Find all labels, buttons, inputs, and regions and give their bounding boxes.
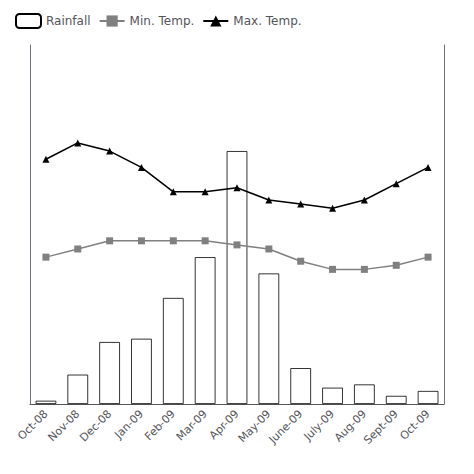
svg-text:Jan-09: Jan-09 xyxy=(111,407,146,442)
svg-text:Oct-08: Oct-08 xyxy=(15,407,50,442)
svg-text:Feb-09: Feb-09 xyxy=(142,407,178,443)
svg-text:Max. Temp.: Max. Temp. xyxy=(233,14,301,28)
svg-text:Sept-09: Sept-09 xyxy=(361,407,401,447)
svg-text:Aug-09: Aug-09 xyxy=(331,407,369,445)
svg-text:Dec-08: Dec-08 xyxy=(77,407,114,444)
svg-text:Apr-09: Apr-09 xyxy=(206,407,242,443)
svg-text:Rainfall: Rainfall xyxy=(46,14,91,28)
svg-text:Mar-09: Mar-09 xyxy=(174,407,210,443)
svg-text:May-09: May-09 xyxy=(235,407,274,446)
svg-text:June-09: June-09 xyxy=(266,407,306,447)
svg-text:Min. Temp.: Min. Temp. xyxy=(130,14,195,28)
svg-text:Oct-09: Oct-09 xyxy=(397,407,432,442)
svg-text:July-09: July-09 xyxy=(301,407,337,443)
svg-text:Nov-08: Nov-08 xyxy=(46,407,83,444)
